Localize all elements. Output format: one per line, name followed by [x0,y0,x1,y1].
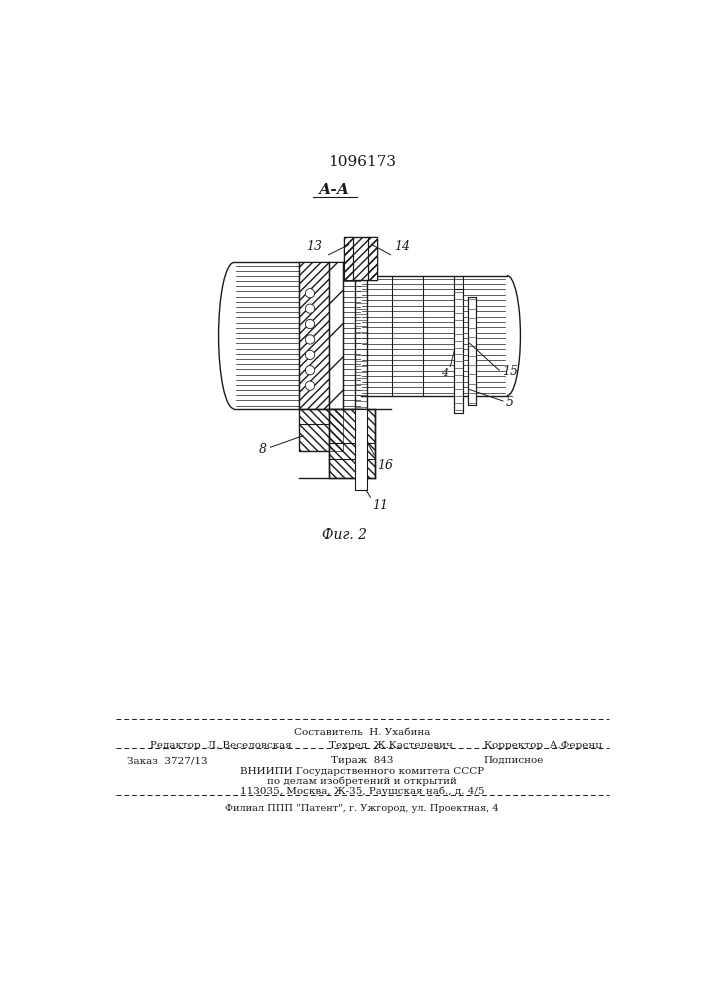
Text: Редактор  Л. Веселовская: Редактор Л. Веселовская [151,741,292,750]
Bar [355,409,368,490]
Circle shape [305,366,315,375]
Text: 5: 5 [506,396,513,409]
Text: Филиал ППП "Патент", г. Ужгород, ул. Проектная, 4: Филиал ППП "Патент", г. Ужгород, ул. Про… [225,804,498,813]
Circle shape [305,350,315,359]
Circle shape [305,289,315,298]
Text: по делам изобретений и открытий: по делам изобретений и открытий [267,777,457,786]
Bar [329,409,375,478]
Bar [368,237,378,280]
Bar [299,409,343,451]
Text: Тираж  843: Тираж 843 [331,756,393,765]
Text: 4: 4 [441,368,448,378]
Text: 1096173: 1096173 [328,155,396,169]
Text: 14: 14 [395,240,411,253]
Circle shape [305,335,315,344]
Bar [468,297,476,405]
Bar [368,237,378,280]
Bar [329,409,375,478]
Text: 113035, Москва, Ж-35, Раушская наб., д. 4/5: 113035, Москва, Ж-35, Раушская наб., д. … [240,787,484,796]
Text: Заказ  3727/13: Заказ 3727/13 [127,756,208,765]
Text: А-А: А-А [320,183,351,197]
Bar [454,289,464,413]
Text: 8: 8 [259,443,267,456]
Text: Подписное: Подписное [484,756,544,765]
Bar [299,409,343,451]
Bar [329,262,343,409]
Circle shape [305,381,315,390]
Bar [344,237,354,280]
Text: Корректор  А.Ференц: Корректор А.Ференц [484,741,602,750]
Text: 15: 15 [502,365,518,378]
Text: 13: 13 [306,240,322,253]
Bar [344,237,354,280]
Text: Составитель  Н. Ухабина: Составитель Н. Ухабина [294,728,430,737]
Text: Фиг. 2: Фиг. 2 [322,528,367,542]
Circle shape [305,304,315,313]
Bar [344,237,378,280]
Bar [329,262,343,409]
Bar [299,262,329,409]
Text: 11: 11 [372,499,388,512]
Text: ВНИИПИ Государственного комитета СССР: ВНИИПИ Государственного комитета СССР [240,767,484,776]
Bar [344,237,378,280]
Text: 16: 16 [377,459,392,472]
Bar [299,262,329,409]
Text: Техред  Ж.Кастелевич: Техред Ж.Кастелевич [329,741,452,750]
Circle shape [305,319,315,329]
